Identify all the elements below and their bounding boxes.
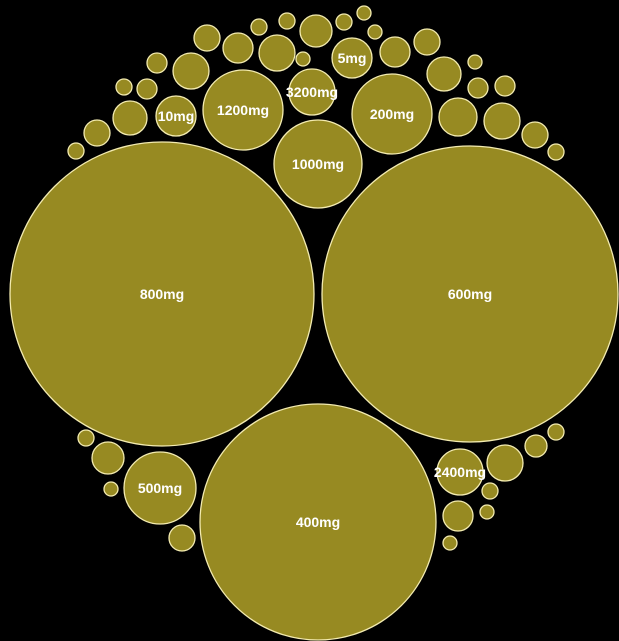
- bubble-label-800mg: 800mg: [140, 286, 184, 302]
- bubble-small: [146, 52, 168, 74]
- bubble-small: [295, 51, 311, 67]
- bubble-small: [103, 481, 119, 497]
- bubble-small: [467, 54, 483, 70]
- bubble-small: [299, 14, 333, 48]
- bubble-small: [479, 504, 495, 520]
- bubble-label-5mg: 5mg: [338, 50, 367, 66]
- bubble-small: [481, 482, 499, 500]
- bubble-small: [486, 444, 524, 482]
- bubble-small: [112, 100, 148, 136]
- bubble-small: [91, 441, 125, 475]
- bubble-800mg: [9, 141, 315, 447]
- bubble-small: [83, 119, 111, 147]
- bubble-200mg: [351, 73, 433, 155]
- bubble-label-1000mg: 1000mg: [292, 156, 344, 172]
- bubble-small: [413, 28, 441, 56]
- bubble-small: [438, 97, 478, 137]
- bubble-label-400mg: 400mg: [296, 514, 340, 530]
- bubble-group: [9, 5, 619, 641]
- bubble-small: [367, 24, 383, 40]
- bubble-600mg: [321, 145, 619, 443]
- bubble-label-500mg: 500mg: [138, 480, 182, 496]
- bubble-small: [168, 524, 196, 552]
- bubble-label-10mg: 10mg: [158, 108, 195, 124]
- bubble-small: [379, 36, 411, 68]
- bubble-500mg: [123, 451, 197, 525]
- bubble-small: [136, 78, 158, 100]
- bubble-label-1200mg: 1200mg: [217, 102, 269, 118]
- bubble-small: [278, 12, 296, 30]
- bubble-small: [67, 142, 85, 160]
- bubble-small: [521, 121, 549, 149]
- bubble-small: [258, 34, 296, 72]
- bubble-1200mg: [202, 69, 284, 151]
- bubble-5mg: [331, 37, 373, 79]
- bubble-small: [524, 434, 548, 458]
- bubble-small: [193, 24, 221, 52]
- bubble-2400mg: [436, 448, 484, 496]
- bubble-1000mg: [273, 119, 363, 209]
- bubble-10mg: [155, 95, 197, 137]
- bubble-small: [442, 535, 458, 551]
- bubble-3200mg: [288, 68, 336, 116]
- bubble-label-200mg: 200mg: [370, 106, 414, 122]
- bubble-small: [547, 143, 565, 161]
- bubble-label-2400mg: 2400mg: [434, 464, 486, 480]
- bubble-small: [115, 78, 133, 96]
- label-group: 800mg 600mg 400mg 1000mg 1200mg 200mg 500mg 320…: [138, 50, 492, 530]
- bubble-small: [250, 18, 268, 36]
- bubble-small: [494, 75, 516, 97]
- bubble-small: [442, 500, 474, 532]
- bubble-small: [222, 32, 254, 64]
- bubble-400mg: [199, 403, 437, 641]
- bubble-small: [77, 429, 95, 447]
- bubble-small: [335, 13, 353, 31]
- bubble-small: [356, 5, 372, 21]
- bubble-small: [467, 77, 489, 99]
- bubble-small: [547, 423, 565, 441]
- bubble-small: [172, 52, 210, 90]
- bubble-small: [483, 102, 521, 140]
- bubble-small: [426, 56, 462, 92]
- bubble-label-600mg: 600mg: [448, 286, 492, 302]
- bubble-label-3200mg: 3200mg: [286, 84, 338, 100]
